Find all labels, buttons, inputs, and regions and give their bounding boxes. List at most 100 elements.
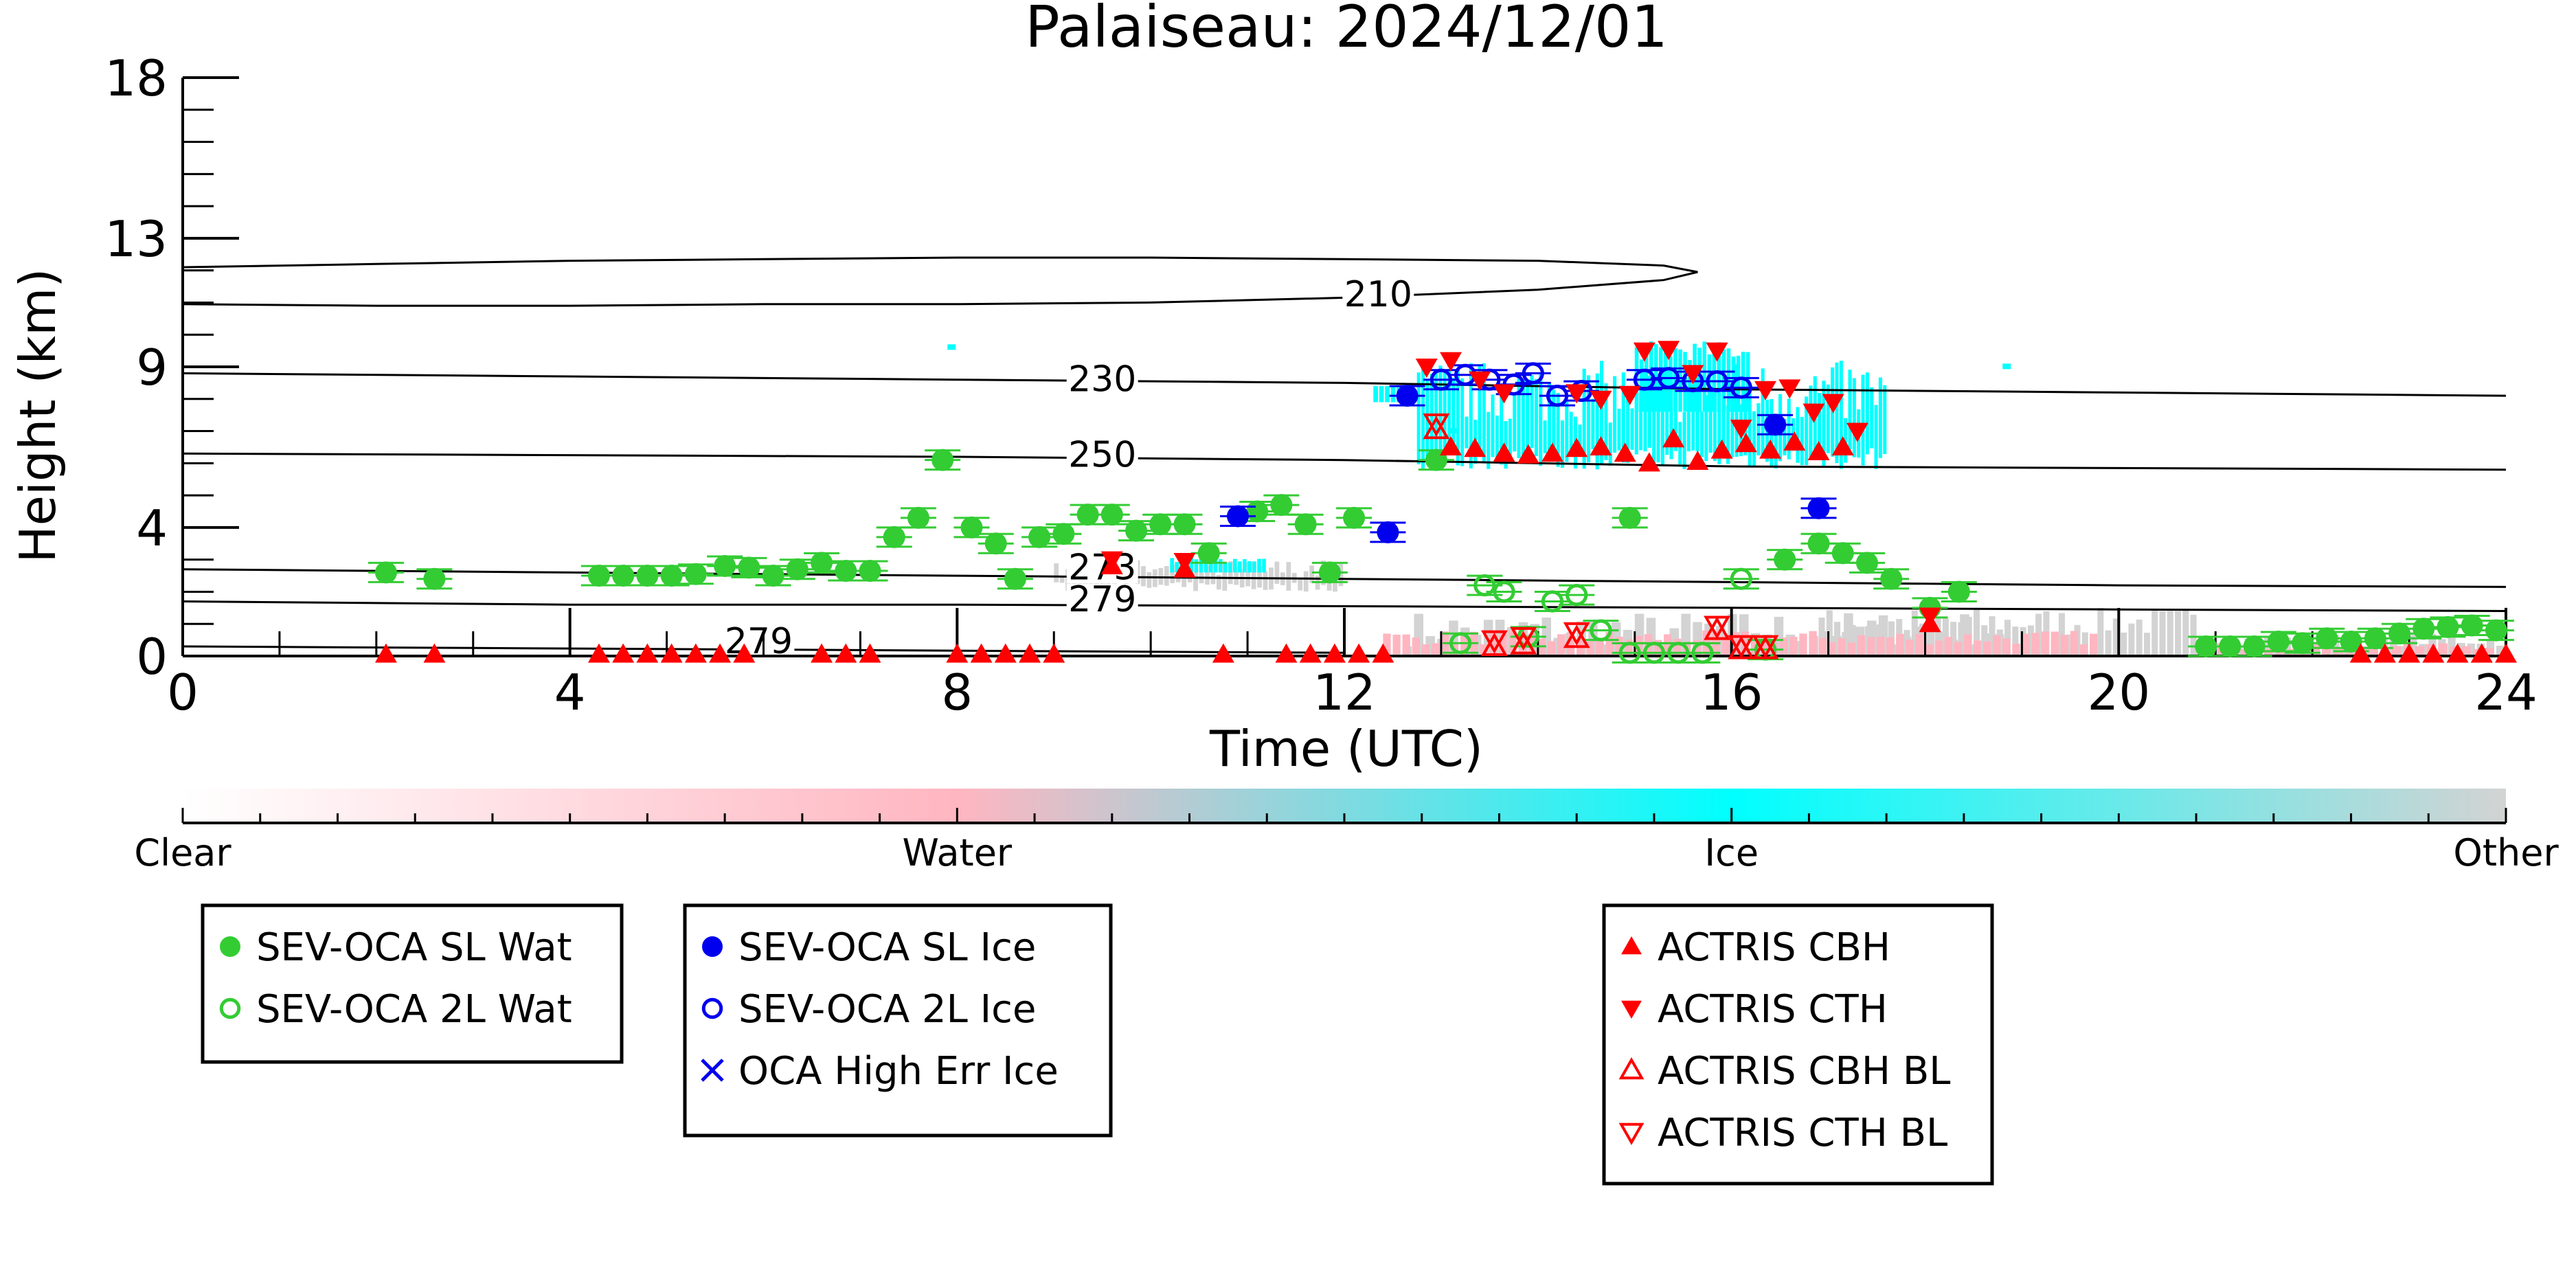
marker-sev-oca-sl-ice	[1377, 521, 1399, 543]
marker-sev-oca-sl-wat	[1028, 526, 1051, 548]
other-column	[2136, 619, 2143, 656]
water-column	[2484, 647, 2494, 655]
other-column	[2012, 626, 2019, 656]
other-column	[1338, 563, 1344, 587]
marker-sev-oca-sl-wat	[931, 449, 954, 471]
marker-sev-oca-sl-wat	[883, 526, 905, 548]
ice-column	[1783, 418, 1787, 455]
ice-column	[1712, 346, 1717, 412]
ice-column	[1673, 373, 1677, 451]
ice-column	[1608, 422, 1612, 466]
ice-column	[1639, 359, 1644, 412]
other-column	[2058, 613, 2065, 656]
marker-actris-cbh	[684, 643, 707, 663]
water-column	[1983, 641, 1991, 655]
other-column	[1298, 578, 1303, 591]
marker-actris-cbh	[374, 643, 397, 663]
ice-column	[1469, 363, 1473, 468]
ice-column	[1521, 379, 1525, 461]
water-column	[2002, 638, 2011, 655]
ice-column	[1262, 558, 1266, 573]
water-column	[1605, 631, 1614, 655]
other-column	[1274, 561, 1280, 584]
marker-actris-cth	[1590, 390, 1612, 410]
ice-column	[1748, 387, 1752, 466]
other-column	[2066, 634, 2073, 656]
marker-sev-oca-2l-ice	[1706, 370, 1728, 393]
ice-column	[1652, 380, 1656, 464]
marker-sev-oca-2l-ice	[1657, 367, 1680, 389]
water-column	[1460, 635, 1469, 655]
marker-sev-oca-sl-wat	[2195, 635, 2217, 657]
ice-column	[1578, 425, 1582, 451]
ice-column	[1223, 562, 1228, 573]
marker-sev-oca-sl-wat	[2437, 615, 2459, 638]
temperature-contour-250	[182, 452, 2507, 471]
ice-column	[1686, 387, 1691, 452]
ice-column	[1478, 364, 1482, 451]
legend-label: ACTRIS CBH BL	[1658, 1049, 1950, 1094]
other-column	[1309, 565, 1315, 583]
x-tick-label: 12	[1313, 664, 1376, 721]
colorbar-label-ice: Ice	[1704, 831, 1759, 874]
ice-column	[1456, 369, 1460, 466]
water-column	[1489, 632, 1498, 655]
water-column	[2391, 646, 2402, 655]
water-column	[1634, 635, 1643, 655]
ice-column	[1487, 411, 1491, 469]
x-marker-stroke	[701, 1059, 724, 1082]
marker-sev-oca-sl-wat	[1831, 542, 1854, 565]
x-tick-label: 0	[167, 664, 199, 721]
contour-label-bg	[1066, 584, 1138, 616]
water-column	[2022, 633, 2030, 655]
x-tick-label: 4	[554, 664, 586, 721]
ice-column	[1878, 377, 1882, 458]
water-column	[1993, 635, 2001, 655]
legend-label: ACTRIS CBH	[1658, 925, 1890, 970]
water-column	[1402, 634, 1410, 655]
marker-actris-cbh	[994, 643, 1017, 663]
other-column	[1927, 611, 1934, 656]
other-column	[1834, 622, 1841, 656]
ice-column	[1713, 391, 1717, 462]
marker-actris-cth	[1440, 352, 1462, 372]
marker-actris-cbh	[1566, 438, 1588, 457]
marker-sev-oca-sl-wat	[1947, 580, 1970, 603]
water-column	[2415, 646, 2425, 655]
ice-column	[1526, 385, 1530, 449]
marker-sev-oca-2l-wat	[1541, 590, 1564, 613]
marker-sev-oca-sl-wat	[1125, 519, 1148, 542]
marker-sev-oca-2l-ice	[1430, 368, 1453, 391]
marker-sev-oca-sl-wat	[1318, 561, 1341, 584]
marker-sev-oca-sl-wat	[1855, 552, 1878, 574]
ice-column	[1691, 384, 1695, 451]
marker-actris-cbh	[946, 643, 969, 663]
water-column	[2041, 631, 2049, 655]
ice-column	[1697, 348, 1702, 412]
marker-actris-cbh	[660, 643, 683, 663]
marker-actris-cbh	[811, 643, 833, 663]
other-column	[2081, 632, 2088, 656]
y-tick-label: 0	[136, 628, 168, 686]
ice-column	[1669, 356, 1673, 412]
ice-column	[1844, 418, 1848, 463]
marker-actris-cbh	[1686, 450, 1709, 470]
colorbar-label-clear: Clear	[134, 831, 231, 874]
marker-actris-cbh	[1464, 438, 1487, 457]
marker-actris-cbh	[1759, 439, 1782, 459]
marker-actris-cth-bl	[1728, 635, 1755, 659]
y-tick-label: 9	[136, 339, 168, 396]
other-column	[1210, 560, 1216, 585]
marker-sev-oca-2l-wat	[1449, 632, 1472, 655]
ice-column	[1534, 379, 1538, 456]
water-column	[1906, 639, 1914, 655]
other-column	[2105, 630, 2112, 656]
legend-marker	[220, 936, 240, 957]
marker-sev-oca-sl-ice	[1226, 505, 1249, 528]
marker-actris-cbh-bl	[1563, 624, 1590, 648]
legend-marker	[219, 997, 241, 1019]
other-column	[1205, 565, 1210, 585]
ice-column	[1390, 386, 1396, 403]
